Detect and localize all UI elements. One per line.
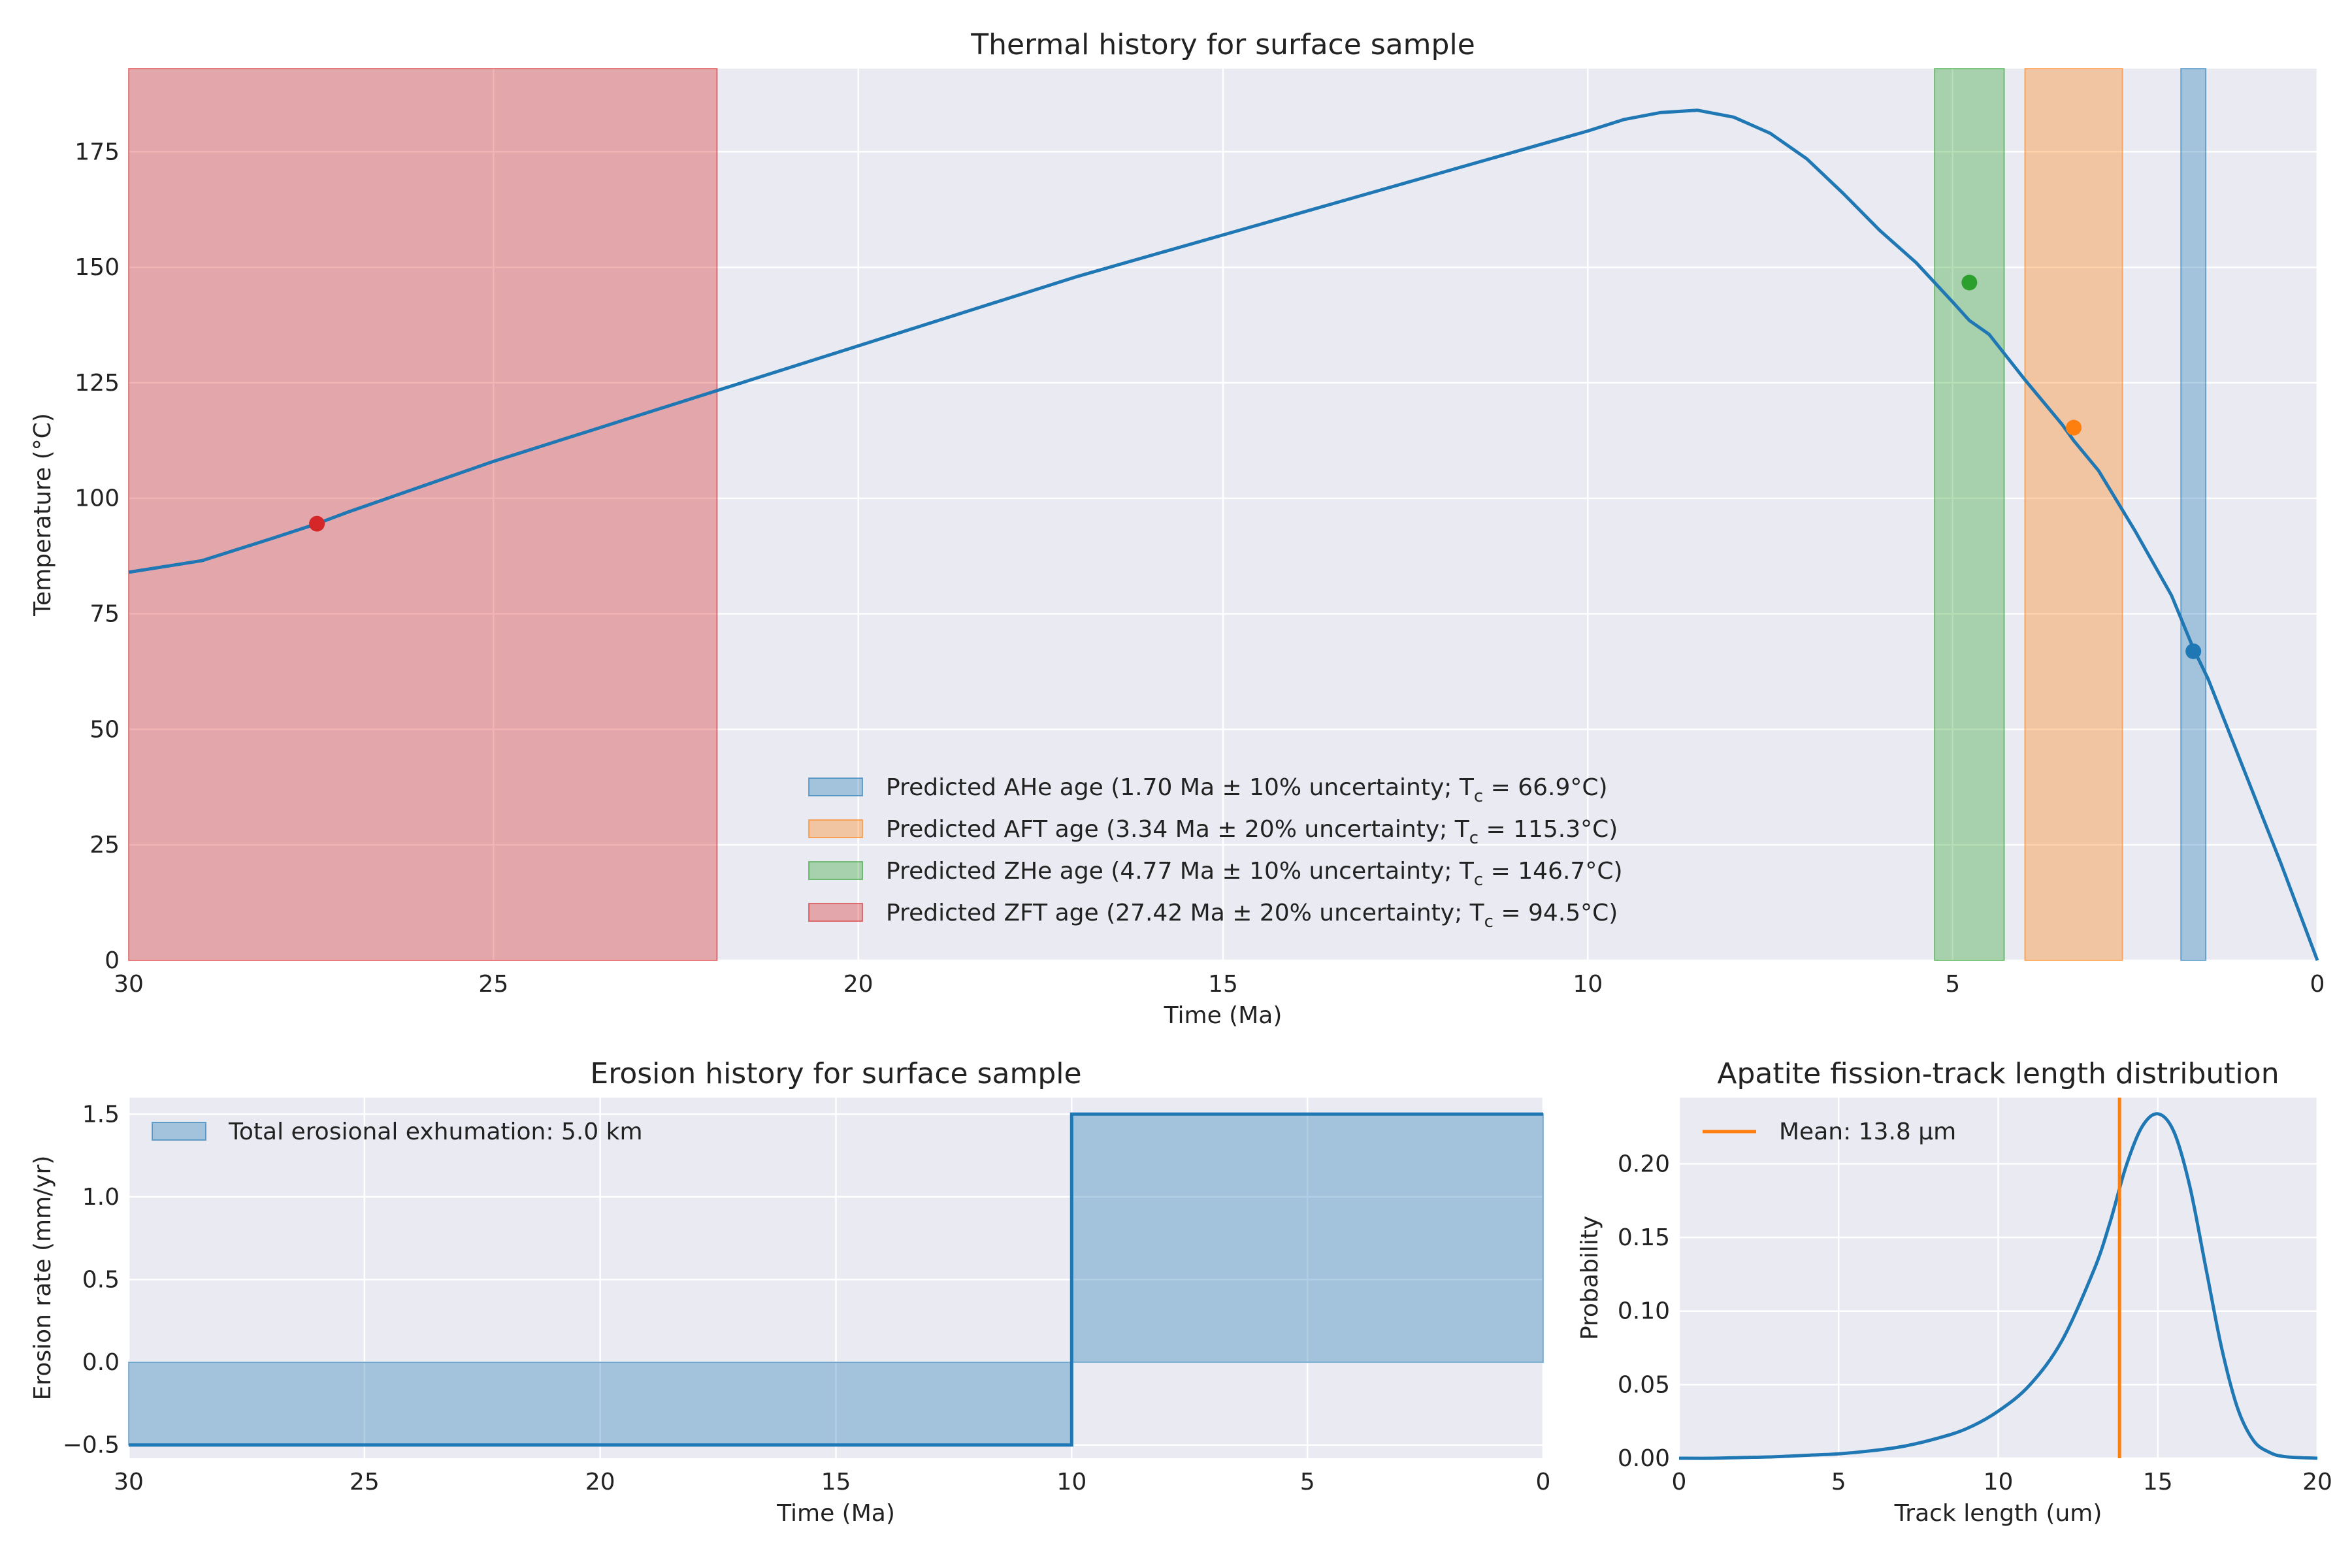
y-tick-label: 0 [105,947,120,974]
y-tick-label: −0.5 [63,1432,120,1459]
y-tick-label: 175 [74,139,120,165]
x-tick-label: 15 [1208,971,1238,998]
x-tick-label: 15 [821,1469,851,1495]
y-axis-label: Temperature (°C) [29,413,56,617]
legend: Total erosional exhumation: 5.0 km [152,1119,643,1145]
y-tick-label: 50 [90,716,120,743]
chart-title: Thermal history for surface sample [970,28,1475,61]
x-tick-label: 30 [114,971,144,998]
y-tick-label: 0.5 [82,1267,120,1294]
chart-panel-3: 0 5 10 15 20 0.00 0.05 0.10 0.15 0.20 Apatite fiss… [1576,1057,2332,1527]
x-tick-label: 25 [350,1469,380,1495]
y-tick-label: 0.0 [82,1349,120,1376]
x-tick-label: 0 [2310,971,2325,998]
y-tick-label: 75 [90,601,120,628]
x-tick-label: 20 [843,971,874,998]
age-band [2180,68,2207,961]
age-band [2024,68,2123,961]
length-distribution-curve [1678,1112,2318,1460]
y-tick-label: 100 [74,485,120,512]
legend-entry: Predicted AHe age (1.70 Ma ± 10% uncerta… [886,774,1608,806]
chart-title: Apatite fission-track length distributio… [1717,1057,2279,1090]
x-axis-label: Track length (um) [1894,1500,2102,1527]
x-tick-label: 10 [1573,971,1603,998]
legend-entry: Predicted AFT age (3.34 Ma ± 20% uncerta… [886,816,1618,848]
x-tick-label: 0 [1536,1469,1551,1495]
legend: Predicted AHe age (1.70 Ma ± 10% uncerta… [808,774,1623,932]
y-tick-label: 1.5 [82,1101,120,1128]
chart-title: Erosion history for surface sample [590,1057,1081,1090]
x-axis-label: Time (Ma) [1164,1002,1282,1029]
x-tick-label: 10 [1984,1469,2014,1495]
legend-swatch [808,903,863,922]
y-tick-label: 25 [90,832,120,858]
y-axis-label: Erosion rate (mm/yr) [29,1156,56,1401]
legend-swatch [808,819,863,838]
erosion-step-line [129,1112,1543,1447]
legend-swatch [808,861,863,880]
y-axis-label: Probability [1576,1216,1603,1340]
age-point [309,515,325,532]
x-tick-label: 30 [114,1469,144,1495]
x-tick-label: 0 [1672,1469,1687,1495]
y-tick-label: 0.10 [1618,1298,1670,1325]
age-band [1934,68,2005,961]
y-tick-label: 0.15 [1618,1224,1670,1251]
chart-panel-2: 30 25 20 15 10 5 0 −0.5 0.0 0.5 1.0 1.5 Erosion hist… [29,1057,1550,1527]
legend: Mean: 13.8 μm [1703,1119,1956,1145]
y-tick-label: 125 [74,370,120,397]
x-tick-label: 5 [1300,1469,1315,1495]
x-tick-label: 20 [585,1469,615,1495]
x-tick-label: 15 [2143,1469,2173,1495]
legend-swatch [152,1122,206,1141]
temperature-curve [128,108,2319,961]
legend-entry: Predicted ZHe age (4.77 Ma ± 10% uncerta… [886,858,1623,890]
legend-entry: Mean: 13.8 μm [1779,1119,1956,1145]
x-tick-label: 10 [1056,1469,1086,1495]
y-tick-label: 0.00 [1618,1445,1670,1472]
age-band [128,68,718,961]
legend-swatch [808,777,863,796]
y-tick-label: 0.05 [1618,1371,1670,1398]
age-point [2066,419,2082,436]
x-tick-label: 25 [478,971,508,998]
legend-entry: Total erosional exhumation: 5.0 km [228,1119,643,1145]
x-tick-label: 20 [2302,1469,2332,1495]
age-point [2185,643,2202,659]
y-tick-label: 1.0 [82,1184,120,1211]
x-tick-label: 5 [1831,1469,1846,1495]
legend-entry: Predicted ZFT age (27.42 Ma ± 20% uncert… [886,900,1618,932]
x-axis-label: Time (Ma) [776,1500,895,1527]
age-point [1961,274,1978,291]
y-tick-label: 150 [74,254,120,281]
y-tick-label: 0.20 [1618,1151,1670,1177]
x-tick-label: 5 [1945,971,1960,998]
